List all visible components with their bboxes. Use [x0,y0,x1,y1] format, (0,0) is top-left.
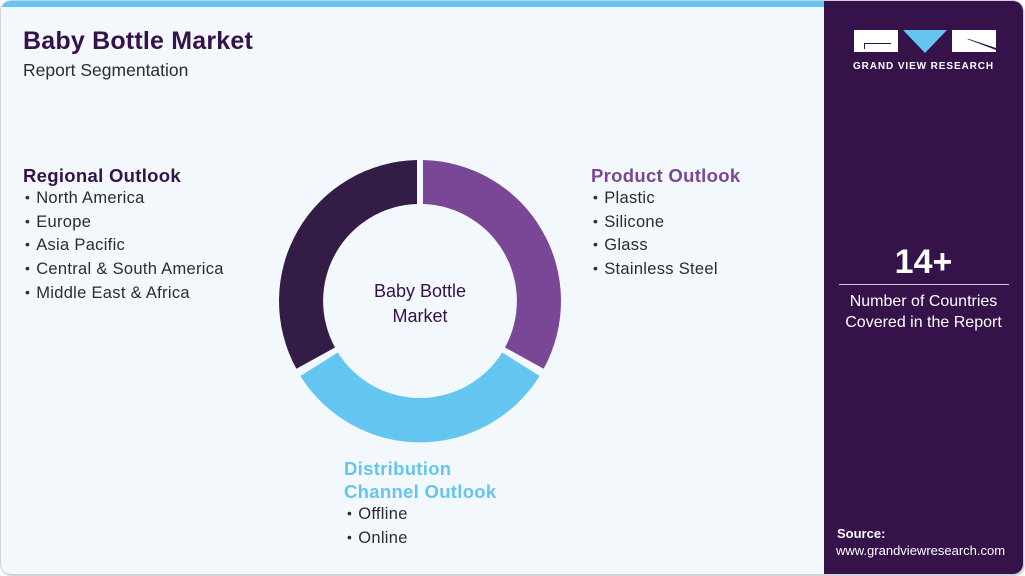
donut-center-label: Baby Bottle Market [330,279,510,329]
center-label-line1: Baby Bottle [373,281,467,301]
source-label: Source: [837,526,886,541]
list-item: Online [347,527,497,551]
distribution-outlook: Distribution Channel Outlook Offline Onl… [344,457,497,550]
source-url: www.grandviewresearch.com [836,543,1006,558]
page-title: Baby Bottle Market [23,27,254,55]
donut-segment-product [423,160,561,369]
stat-divider [839,284,1009,285]
regional-outlook-list: North America Europe Asia Pacific Centra… [25,187,224,306]
product-outlook: Product Outlook Plastic Silicone Glass S… [591,164,740,282]
page-subtitle: Report Segmentation [23,60,189,80]
distribution-outlook-title: Distribution Channel Outlook [344,457,497,503]
list-item: Central & South America [25,258,224,282]
list-item: Plastic [593,187,740,211]
list-item: Glass [593,234,740,258]
distribution-outlook-list: Offline Online [347,503,497,550]
distribution-title-line1: Distribution [344,458,452,479]
stat-label: Number of Countries Covered in the Repor… [824,291,1023,333]
product-outlook-list: Plastic Silicone Glass Stainless Steel [593,187,740,282]
list-item: Stainless Steel [593,258,740,282]
list-item: Middle East & Africa [25,282,224,306]
regional-outlook-title: Regional Outlook [23,165,181,186]
distribution-title-line2: Channel Outlook [344,481,497,502]
list-item: Europe [25,211,224,235]
list-item: Silicone [593,211,740,235]
donut-segment-distribution [300,352,540,443]
list-item: Offline [347,503,497,527]
stat-label-line2: Covered in the Report [845,314,1002,331]
segmentation-donut-chart [279,160,561,443]
product-outlook-title: Product Outlook [591,165,741,186]
list-item: Asia Pacific [25,234,224,258]
info-sidebar [824,1,1023,574]
donut-segment-regional [279,160,417,369]
center-label-line2: Market [392,306,448,326]
regional-outlook: Regional Outlook North America Europe As… [23,164,224,306]
stat-label-line1: Number of Countries [849,293,998,310]
list-item: North America [25,187,224,211]
stat-value: 14+ [894,243,953,281]
gvr-logo-icon [854,30,996,53]
brand-name: GRAND VIEW RESEARCH [853,61,994,72]
accent-bar [1,1,824,7]
